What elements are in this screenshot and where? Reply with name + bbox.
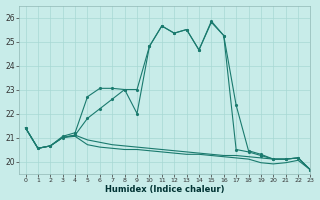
X-axis label: Humidex (Indice chaleur): Humidex (Indice chaleur) xyxy=(105,185,225,194)
